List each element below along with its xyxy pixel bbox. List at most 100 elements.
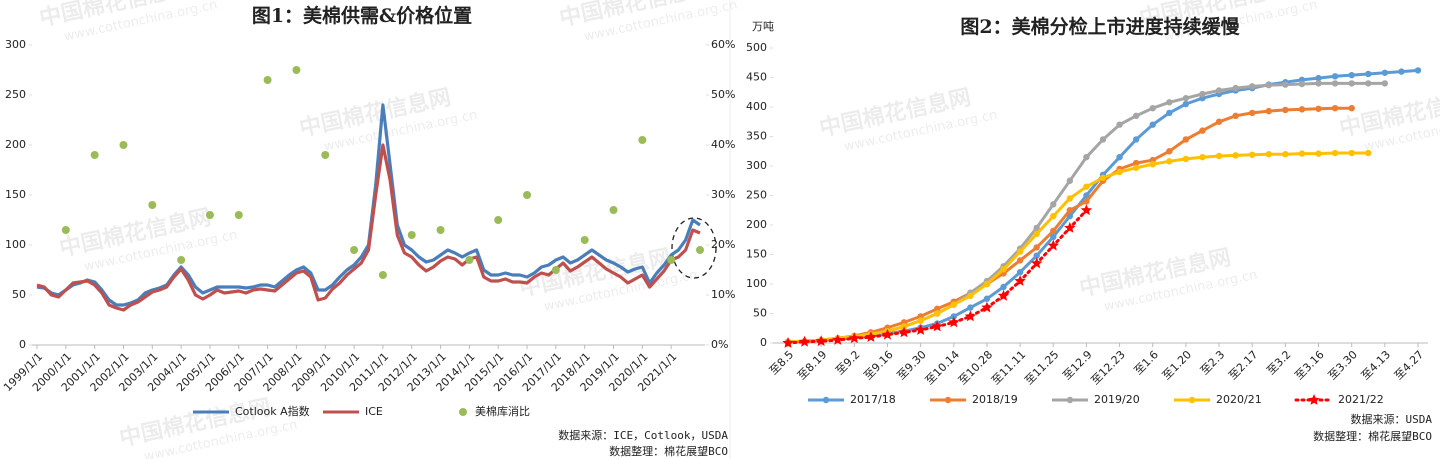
point-marker (1050, 233, 1057, 240)
point-marker (1116, 153, 1123, 161)
point-marker (1033, 224, 1040, 232)
legend-label: 2020/21 (1216, 393, 1262, 406)
point-marker (1166, 148, 1173, 155)
y-axis-label: 万吨 (752, 20, 774, 33)
point-marker (1282, 151, 1289, 158)
legend-label: Cotlook A指数 (235, 404, 310, 418)
y-tick-label: 100 (746, 277, 767, 290)
point-marker (1249, 151, 1256, 158)
point-marker (1315, 74, 1322, 82)
y-tick-label: 150 (5, 188, 26, 201)
scatter-point (436, 226, 445, 234)
point-marker (1132, 159, 1140, 167)
scatter-point (696, 246, 704, 254)
scatter-point (321, 151, 330, 159)
point-marker (1016, 269, 1024, 276)
point-marker (1365, 80, 1372, 87)
y2-tick-label: 40% (711, 138, 735, 151)
point-marker (1083, 198, 1090, 205)
point-marker (1232, 152, 1239, 159)
point-marker (1308, 394, 1320, 405)
point-marker (1182, 136, 1190, 143)
point-marker (931, 320, 943, 332)
scatter-point (148, 201, 157, 209)
y2-tick-label: 50% (711, 88, 735, 101)
y-tick-label: 50 (12, 288, 26, 301)
y-tick-label: 300 (746, 159, 767, 172)
point-marker (1033, 252, 1040, 259)
point-marker (1166, 158, 1173, 165)
point-marker (934, 310, 941, 317)
point-marker (1066, 207, 1074, 214)
point-marker (1066, 195, 1074, 202)
y-tick-label: 200 (746, 218, 767, 231)
point-marker (1083, 183, 1090, 190)
y2-tick-label: 20% (711, 238, 735, 251)
source-note: 数据整理：棉花展望BCO (1313, 429, 1432, 443)
point-marker (1149, 161, 1156, 168)
y-tick-label: 0 (19, 338, 26, 351)
point-marker (964, 310, 977, 322)
y-tick-label: 400 (746, 100, 767, 113)
point-marker (1298, 150, 1306, 157)
point-marker (1282, 106, 1289, 114)
scatter-point (177, 256, 186, 264)
point-marker (1080, 204, 1093, 216)
y2-tick-label: 30% (711, 188, 735, 201)
legend-label: 2017/18 (850, 393, 896, 406)
scatter-point (609, 206, 618, 214)
point-marker (1188, 396, 1196, 404)
point-marker (1064, 221, 1076, 233)
scatter-point (61, 226, 70, 234)
scatter-point (465, 256, 474, 264)
legend-label: 2018/19 (972, 393, 1018, 406)
point-marker (898, 326, 910, 338)
point-marker (997, 289, 1010, 301)
point-marker (865, 331, 877, 342)
point-marker (1331, 73, 1339, 80)
y-tick-label: 300 (5, 38, 26, 51)
legend-label: 2021/22 (1338, 393, 1384, 406)
y2-tick-label: 0% (711, 338, 728, 351)
point-marker (1016, 248, 1024, 255)
point-marker (950, 301, 957, 308)
y-tick-label: 200 (5, 138, 26, 151)
point-marker (1398, 68, 1405, 75)
scatter-point (494, 216, 503, 224)
point-marker (1066, 396, 1074, 404)
point-marker (1166, 109, 1173, 117)
y-tick-label: 150 (746, 248, 767, 261)
point-marker (1047, 239, 1059, 251)
point-marker (1249, 109, 1256, 117)
scatter-point (234, 211, 243, 219)
scatter-point (119, 141, 128, 149)
point-marker (983, 280, 991, 288)
point-marker (1265, 107, 1272, 115)
point-marker (1348, 71, 1355, 79)
point-marker (1315, 105, 1322, 112)
point-marker (1232, 84, 1239, 92)
point-marker (1365, 70, 1372, 78)
point-marker (1149, 104, 1156, 112)
point-marker (1182, 155, 1190, 163)
y-tick-label: 450 (746, 71, 767, 84)
point-marker (1331, 80, 1339, 87)
point-marker (1365, 149, 1372, 157)
point-marker (1199, 90, 1206, 98)
point-marker (1215, 152, 1223, 160)
legend-swatch (459, 408, 467, 416)
point-marker (1132, 112, 1140, 120)
point-marker (1083, 153, 1090, 161)
point-marker (1265, 81, 1272, 89)
point-marker (1298, 106, 1306, 113)
y-tick-label: 250 (746, 189, 767, 202)
point-marker (1381, 69, 1389, 76)
point-marker (1282, 81, 1289, 88)
y-tick-label: 100 (5, 238, 26, 251)
point-marker (1050, 201, 1057, 208)
point-marker (1033, 230, 1040, 238)
point-marker (1381, 80, 1389, 87)
scatter-point (580, 236, 589, 244)
point-marker (1331, 104, 1339, 112)
